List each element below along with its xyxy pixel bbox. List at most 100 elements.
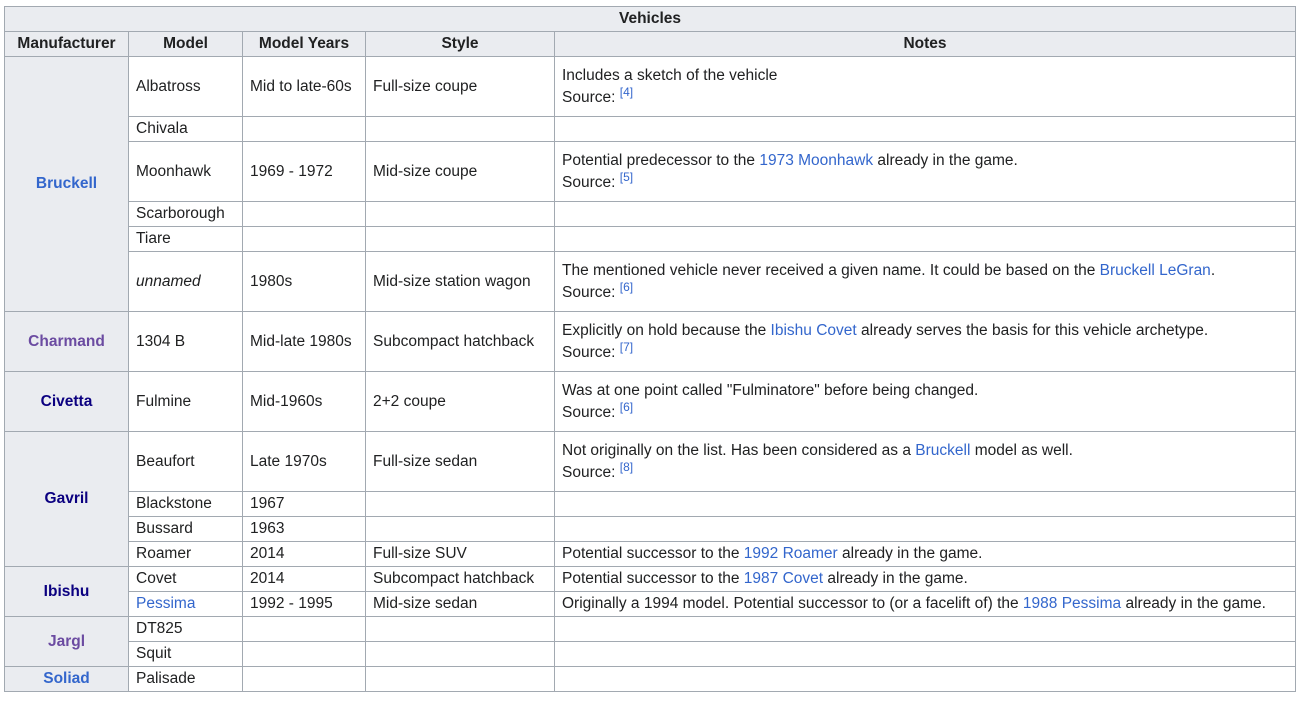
source-line: Source: [6] (562, 399, 1288, 424)
table-row: Blackstone 1967 (5, 491, 1296, 517)
table-row: Roamer 2014 Full-size SUV Potential succ… (5, 541, 1296, 567)
table-row: unnamed 1980s Mid-size station wagon The… (5, 251, 1296, 312)
manufacturer-link-soliad[interactable]: Soliad (43, 670, 90, 687)
table-row: Ibishu Covet 2014 Subcompact hatchback P… (4, 566, 1296, 617)
note-link[interactable]: 1973 Moonhawk (759, 151, 874, 169)
reference-link[interactable]: [4] (619, 84, 634, 99)
manufacturer-link-civetta[interactable]: Civetta (40, 392, 93, 410)
note-link[interactable]: 1992 Roamer (743, 545, 838, 562)
table-row: Gavril Beaufort Late 1970s Full-size sed… (4, 431, 1296, 567)
note-text-part: Originally a 1994 model. Potential succe… (562, 595, 1023, 612)
notes-cell (554, 641, 1296, 667)
manufacturer-link-jargl[interactable]: Jargl (47, 632, 86, 650)
style-cell (365, 641, 555, 667)
source-line: Source: [7] (562, 339, 1288, 364)
notes-cell: Was at one point called "Fulminatore" be… (554, 371, 1296, 432)
header-row: Manufacturer Model Model Years Style Not… (4, 31, 1296, 57)
model-cell: Blackstone (128, 491, 243, 517)
notes-cell: Includes a sketch of the vehicle Source:… (554, 56, 1296, 117)
source-label: Source: (562, 88, 616, 106)
model-cell: 1304 B (128, 311, 243, 372)
source-label: Source: (562, 283, 616, 301)
note-text-part: model as well. (970, 441, 1073, 459)
manufacturer-link-charmand[interactable]: Charmand (28, 332, 105, 350)
note-text-part: already in the game. (1121, 595, 1266, 612)
note-text-part: Potential successor to the (562, 545, 744, 562)
style-cell: Full-size SUV (365, 541, 555, 567)
reference-link[interactable]: [5] (619, 169, 634, 184)
table-row: Scarborough (5, 201, 1296, 227)
header-model: Model (128, 31, 243, 57)
note-link[interactable]: 1987 Covet (743, 570, 824, 587)
note-link[interactable]: Ibishu Covet (770, 321, 857, 339)
header-manufacturer: Manufacturer (4, 31, 129, 57)
years-cell: Mid to late-60s (242, 56, 366, 117)
manufacturer-link-ibishu[interactable]: Ibishu (43, 582, 90, 600)
model-link-pessima[interactable]: Pessima (136, 595, 196, 612)
style-cell: 2+2 coupe (365, 371, 555, 432)
model-cell: Tiare (128, 226, 243, 252)
style-cell (365, 666, 555, 692)
style-cell (365, 616, 555, 642)
source-label: Source: (562, 343, 616, 361)
model-cell: unnamed (128, 251, 243, 312)
reference-link[interactable]: [6] (619, 279, 634, 294)
reference-link[interactable]: [8] (619, 459, 634, 474)
years-cell: 2014 (242, 541, 366, 567)
manufacturer-cell: Jargl (4, 616, 129, 667)
years-cell: 1967 (242, 491, 366, 517)
source-label: Source: (562, 403, 616, 421)
table-row: Pessima 1992 - 1995 Mid-size sedan Origi… (5, 591, 1296, 617)
style-cell: Mid-size sedan (365, 591, 555, 617)
style-cell: Mid-size coupe (365, 141, 555, 202)
style-cell (365, 116, 555, 142)
header-model-years: Model Years (242, 31, 366, 57)
note-link[interactable]: Bruckell LeGran (1099, 261, 1211, 279)
note-text: Explicitly on hold because the Ibishu Co… (562, 320, 1288, 342)
model-cell: Squit (128, 641, 243, 667)
years-cell: 1980s (242, 251, 366, 312)
note-link[interactable]: Bruckell (915, 441, 971, 459)
years-cell: 1963 (242, 516, 366, 542)
years-cell (242, 201, 366, 227)
style-cell: Mid-size station wagon (365, 251, 555, 312)
notes-cell: Potential predecessor to the 1973 Moonha… (554, 141, 1296, 202)
years-cell: Mid-1960s (242, 371, 366, 432)
years-cell (242, 616, 366, 642)
table-row: Tiare (5, 226, 1296, 252)
note-text-part: already in the game. (873, 151, 1018, 169)
manufacturer-cell: Charmand (4, 311, 129, 372)
notes-cell (554, 226, 1296, 252)
style-cell: Subcompact hatchback (365, 566, 555, 592)
table-row: Soliad Palisade (4, 666, 1296, 692)
manufacturer-link-bruckell[interactable]: Bruckell (35, 175, 98, 192)
note-text-part: The mentioned vehicle never received a g… (562, 261, 1100, 279)
table-row: Moonhawk 1969 - 1972 Mid-size coupe Pote… (5, 141, 1296, 202)
style-cell: Full-size sedan (365, 431, 555, 492)
notes-cell (554, 116, 1296, 142)
notes-cell (554, 616, 1296, 642)
source-line: Source: [6] (562, 279, 1288, 304)
notes-cell: The mentioned vehicle never received a g… (554, 251, 1296, 312)
style-cell (365, 516, 555, 542)
source-line: Source: [4] (562, 84, 1288, 109)
note-text: Includes a sketch of the vehicle (562, 66, 778, 84)
years-cell: 2014 (242, 566, 366, 592)
notes-cell (554, 491, 1296, 517)
table-row: Chivala (5, 116, 1296, 142)
notes-cell: Potential successor to the 1987 Covet al… (554, 566, 1296, 592)
header-notes: Notes (554, 31, 1296, 57)
manufacturer-link-gavril[interactable]: Gavril (44, 490, 89, 507)
years-cell (242, 666, 366, 692)
note-text-part: . (1210, 261, 1216, 279)
years-cell (242, 226, 366, 252)
notes-cell: Explicitly on hold because the Ibishu Co… (554, 311, 1296, 372)
model-cell: Palisade (128, 666, 243, 692)
notes-cell: Not originally on the list. Has been con… (554, 431, 1296, 492)
reference-link[interactable]: [7] (619, 339, 634, 354)
note-text: The mentioned vehicle never received a g… (562, 260, 1288, 282)
reference-link[interactable]: [6] (619, 399, 634, 414)
table-row: Charmand 1304 B Mid-late 1980s Subcompac… (4, 311, 1296, 372)
note-link[interactable]: 1988 Pessima (1022, 595, 1122, 612)
note-text-part: already serves the basis for this vehicl… (856, 321, 1209, 339)
